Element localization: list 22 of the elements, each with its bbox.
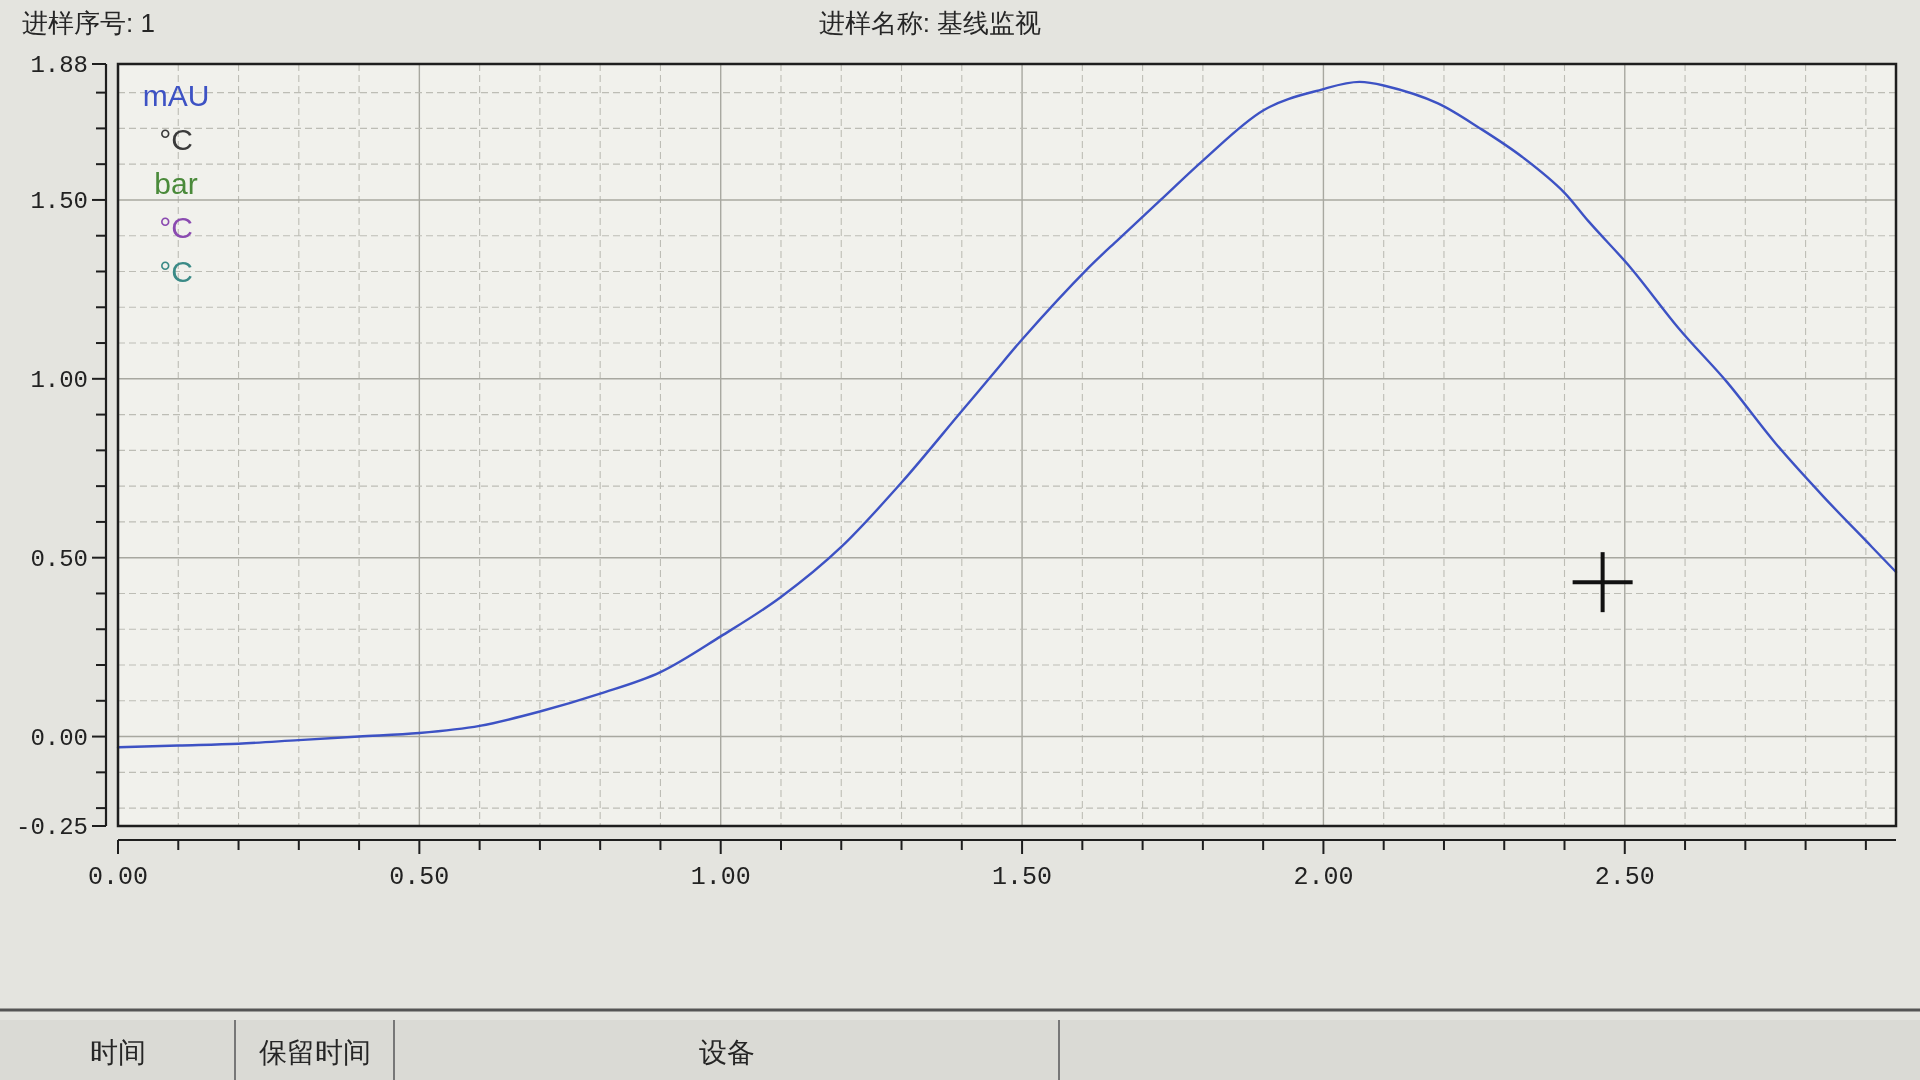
x-tick-label: 2.50 xyxy=(1594,863,1655,892)
text: °C xyxy=(159,211,193,244)
x-tick-label: 1.50 xyxy=(992,863,1053,892)
text: bar xyxy=(154,167,198,200)
text: 进样序号: 1 xyxy=(22,8,155,38)
text: °C xyxy=(159,123,193,156)
x-tick-label: 1.00 xyxy=(690,863,751,892)
x-tick-label: 0.00 xyxy=(87,863,149,892)
y-tick-label: 1.00 xyxy=(30,366,88,394)
y-tick-label: -0.25 xyxy=(15,814,88,841)
text: 保留时间 xyxy=(258,1037,371,1068)
text: mAU xyxy=(142,79,210,112)
x-tick-label: 2.00 xyxy=(1293,863,1354,892)
y-tick-label: 1.50 xyxy=(30,187,88,215)
text: 设备 xyxy=(698,1037,755,1068)
chart-title: 进样名称: 基线监视 xyxy=(818,8,1042,38)
text: °C xyxy=(159,255,193,288)
y-tick-label: 0.50 xyxy=(30,545,88,573)
y-tick-label: 0.00 xyxy=(30,724,88,752)
text: 时间 xyxy=(89,1037,146,1068)
x-tick-label: 0.50 xyxy=(389,863,450,892)
y-tick-label: 1.88 xyxy=(30,52,88,79)
